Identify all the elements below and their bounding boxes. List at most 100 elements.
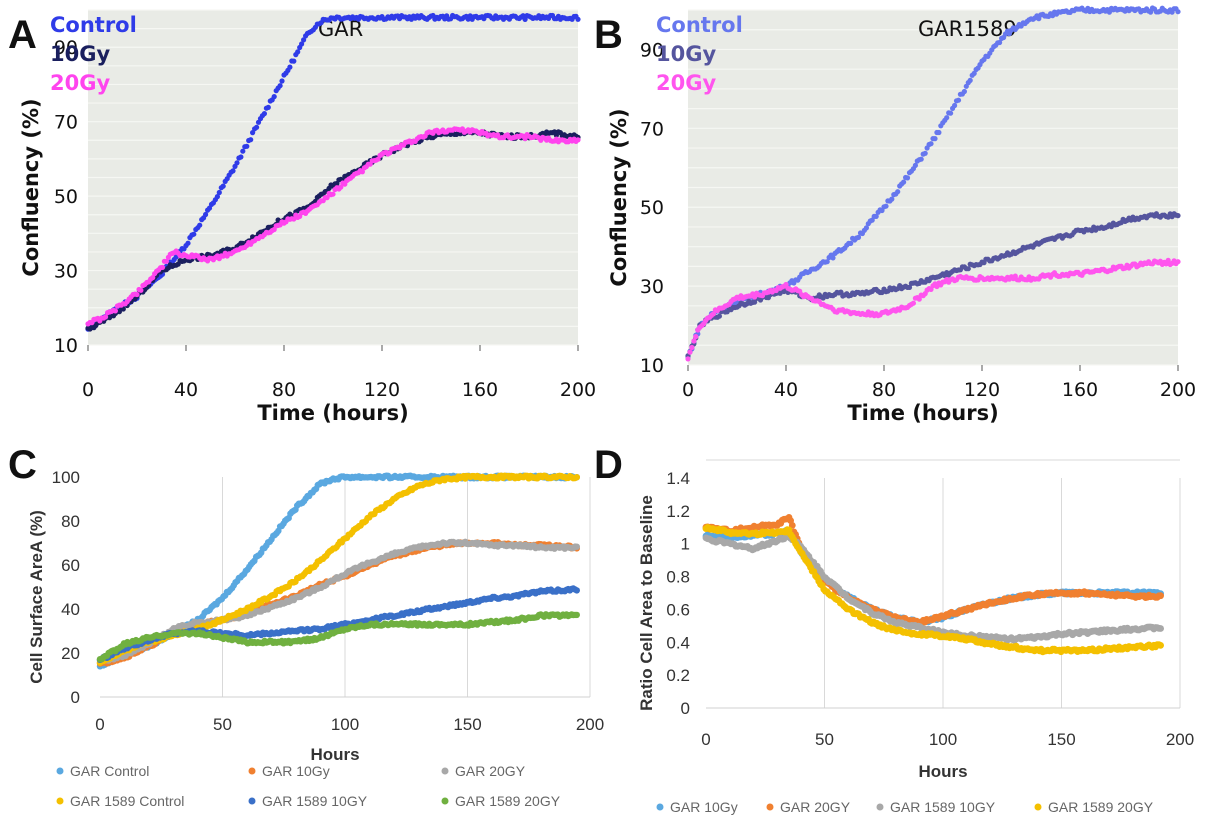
y-tick-label: 0.4 [666,633,690,652]
series-gar-1589-10gy [702,531,1164,644]
y-tick-label: 1.2 [666,502,690,521]
x-tick-label: 160 [462,379,498,401]
data-point [295,49,301,55]
data-point [944,115,950,121]
legend-entry: GAR 20GY [455,763,526,779]
data-point [244,143,250,149]
legend-marker [876,803,884,811]
data-point [997,39,1003,46]
y-tick-label: 1 [681,535,690,554]
data-point [863,225,870,231]
x-tick-label: 100 [929,730,957,749]
data-point [191,231,197,237]
panel-letter: C [8,443,37,487]
x-tick-label: 120 [964,379,1000,401]
data-point [830,255,836,261]
series-control [85,12,581,332]
y-tick-label: 70 [640,118,664,140]
y-tick-label: 10 [54,335,78,357]
y-tick-label: 50 [640,197,664,219]
data-point [248,137,254,143]
data-point [163,258,169,264]
y-tick-label: 100 [52,468,80,487]
y-tick-label: 90 [640,39,664,61]
data-point [1175,213,1181,219]
legend-marker [441,767,449,775]
data-point [691,338,697,344]
data-point [220,183,226,189]
series-20gy [85,126,581,327]
data-point [922,150,928,156]
data-point [1175,9,1181,15]
data-point [932,136,938,142]
series-gar-10gy [96,538,580,667]
y-tick-label: 0.8 [666,568,690,587]
data-point [901,179,907,185]
data-point [824,259,830,265]
y-tick-label: 70 [54,112,78,134]
y-tick-label: 0.2 [666,666,690,685]
x-axis-label: Hours [918,762,967,781]
x-tick-label: 120 [364,379,400,401]
x-tick-label: 150 [1047,730,1075,749]
x-tick-label: 80 [872,379,896,401]
legend-entry: GAR 1589 10GY [262,793,368,809]
data-point [873,213,879,219]
data-point [203,211,209,218]
data-point [1165,257,1171,263]
data-point [1157,625,1164,632]
data-point [138,287,144,293]
x-tick-label: 200 [576,715,604,734]
x-tick-label: 200 [1166,730,1194,749]
x-tick-label: 40 [774,379,798,401]
data-point [265,104,271,110]
data-point [134,291,140,298]
y-tick-label: 0.6 [666,600,690,619]
legend-marker [1034,803,1042,811]
data-point [916,296,922,302]
data-point [1175,259,1181,265]
data-point [918,156,924,162]
legend-entry: GAR 1589 20GY [1048,799,1154,815]
y-tick-label: 20 [61,644,80,663]
series-gar-1589-20gy [96,611,580,663]
data-point [214,194,220,200]
data-point [234,160,240,166]
data-point [952,102,958,109]
y-tick-label: 30 [640,276,664,298]
y-tick-label: 30 [54,261,78,283]
data-point [230,168,236,174]
data-point [254,124,260,130]
y-tick-label: 10 [640,355,664,377]
data-point [216,189,222,196]
legend-entry: GAR 1589 20GY [455,793,561,809]
data-point [116,309,122,315]
data-point [150,275,156,281]
x-axis-label: Hours [310,745,359,764]
data-point [238,154,244,160]
legend-entry: 10Gy [656,42,716,66]
data-point [573,543,580,550]
legend-entry: GAR Control [70,763,149,779]
data-point [185,240,191,246]
data-point [330,191,336,197]
data-point [910,300,917,306]
data-point [291,58,297,64]
y-axis-label: Confluency (%) [607,108,631,286]
data-point [261,111,267,117]
x-tick-label: 200 [560,379,596,401]
y-axis-label: Confluency (%) [19,98,43,276]
data-point [685,356,691,362]
data-point [848,240,854,246]
x-tick-label: 200 [1160,379,1196,401]
data-point [948,110,954,116]
x-tick-label: 80 [272,379,296,401]
x-axis-label: Time (hours) [257,401,408,425]
data-point [928,141,934,147]
data-point [291,216,297,222]
data-point [575,137,581,143]
data-point [961,88,968,95]
legend-marker [248,767,256,775]
data-point [912,162,919,168]
